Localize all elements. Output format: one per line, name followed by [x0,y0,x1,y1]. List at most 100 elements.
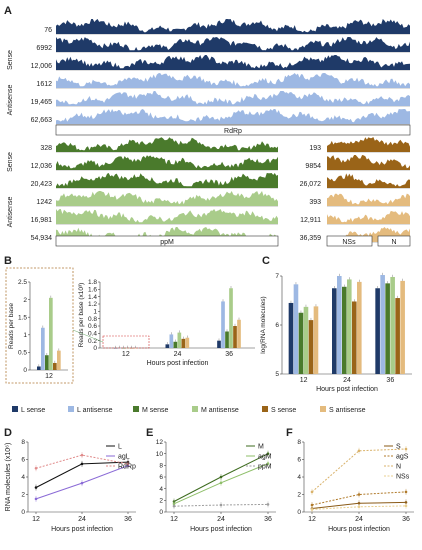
E-legend-label-2: ppM [258,464,272,471]
b-highlight-box [102,335,150,349]
rdrp-gene-box [55,124,411,136]
D-xtick-label-1: 24 [78,516,86,523]
l-coverage-track-2 [56,37,410,52]
m-coverage-track-4 [56,191,278,206]
l-sense-val-1: 76 [44,27,52,34]
panel-a-label: A [4,5,12,17]
B-main-bar-24-3 [177,332,182,348]
l-sense-label: Sense [7,50,14,70]
B-main-ytick-label-6: 1.2 [88,301,97,308]
C-bar-36-5 [400,280,405,374]
D-xlabel: Hours post infection [51,526,113,533]
chart-b-main: 00.20.40.60.811.21.41.61.8 12 24 36 Reads pe… [72,279,255,367]
D-legend-label-1: agL [118,454,130,461]
E-legend-label-1: agM [258,454,272,461]
C-bar-36-3 [390,276,395,374]
legend-swatch-0 [12,406,18,412]
s-sense-val-3: 26,072 [300,181,322,188]
B-main-xtick-label-1: 24 [174,351,182,358]
legend-swatch-2 [133,406,139,412]
F-line-2 [311,448,407,493]
C-bar-36-2 [385,283,390,374]
F-legend-label-2: N [396,464,401,471]
m-sense-val-1: 328 [40,145,52,152]
B-main-bar-24-2 [173,341,178,348]
m-sense-val-3: 20,423 [31,181,53,188]
B-main-xlabel: Hours post infection [147,360,209,367]
ppm-gene-label: ppM [160,239,174,246]
legend-swatch-5 [320,406,326,412]
C-bar-24-0 [332,288,337,374]
E-ytick-label-1: 2 [159,498,163,505]
B-inset-bar-12-4 [53,362,57,370]
l-coverage-track-5 [56,91,410,106]
D-ylabel: RNA molecules (x10⁶) [5,443,12,512]
coverage-tracks [56,19,410,243]
panel-e-label: E [146,427,153,439]
C-ytick-label-0: 5 [275,371,279,378]
C-bar-24-2 [342,286,347,374]
legend-label-2: M sense [142,407,169,414]
nss-gene-box [326,235,373,247]
m-sense-label: Sense [7,152,14,172]
C-bar-12-0 [288,302,294,374]
B-inset-ytick-label-3: 1.5 [18,314,27,321]
l-coverage-track-4 [56,73,410,88]
panel-c-label: C [262,255,270,267]
D-ytick-label-3: 6 [21,457,25,464]
l-antisense-val-1: 1612 [36,81,52,88]
B-main-bar-36-2 [225,331,229,348]
B-inset-ytick-label-0: 0 [23,367,27,374]
B-main-ytick-label-7: 1.4 [88,294,97,301]
series-legend: L sense L antisense M sense M antisense S se… [12,406,366,414]
D-ytick-label-0: 0 [21,509,25,516]
s-antisense-val-3: 36,359 [300,235,322,242]
legend-swatch-1 [68,406,74,412]
m-antisense-val-2: 16,981 [31,217,53,224]
s-antisense-val-2: 12,911 [300,217,321,224]
B-main-bar-36-5 [237,319,241,348]
B-main-ytick-label-8: 1.6 [88,287,97,294]
n-gene-label: N [391,239,396,246]
legend-label-0: L sense [21,407,45,414]
C-ytick-label-1: 6 [275,322,279,329]
s-sense-val-1: 193 [309,145,321,152]
E-xtick-label-2: 36 [264,516,272,523]
B-main-bar-24-1 [169,334,174,348]
l-sense-val-2: 6992 [36,45,52,52]
B-main-bar-36-1 [221,301,225,348]
C-xtick-label-1: 24 [343,377,351,384]
E-ytick-label-0: 0 [159,509,163,516]
E-ytick-label-3: 6 [159,474,163,481]
B-inset-ytick-label-1: 0.5 [18,350,27,357]
C-bar-12-5 [313,306,319,374]
l-sense-val-3: 12,006 [31,63,53,70]
m-coverage-track-2 [56,155,278,170]
C-bar-24-5 [357,281,362,374]
C-bar-24-1 [337,276,342,374]
s-coverage-track-3 [327,173,410,188]
legend-label-3: M antisense [201,407,239,414]
B-inset-ytick-label-5: 2.5 [18,279,27,286]
B-inset-bar-12-5 [57,350,61,370]
B-main-ytick-label-9: 1.8 [88,279,97,286]
ppm-gene-box [55,235,279,247]
B-main-ytick-label-2: 0.4 [88,331,97,338]
l-antisense-val-3: 62,663 [31,117,53,124]
legend-label-4: S sense [271,407,296,414]
B-inset-bar-12-0 [37,366,41,370]
s-coverage-track-5 [327,210,410,224]
D-xtick-label-0: 12 [32,516,40,523]
C-ylabel: log(RNA molecules) [260,296,267,353]
m-coverage-track-1 [56,137,278,152]
legend-swatch-3 [192,406,198,412]
C-bar-12-4 [308,320,314,374]
l-antisense-label: Antisense [7,85,14,116]
B-main-ytick-label-3: 0.6 [88,323,97,330]
B-inset-bar-12-1 [41,327,45,370]
E-legend-label-0: M [258,444,264,451]
chart-b-inset: 0 0.5 1 1.5 2 2.5 12 Reads per base [8,279,68,380]
F-ytick-label-1: 2 [297,492,301,499]
